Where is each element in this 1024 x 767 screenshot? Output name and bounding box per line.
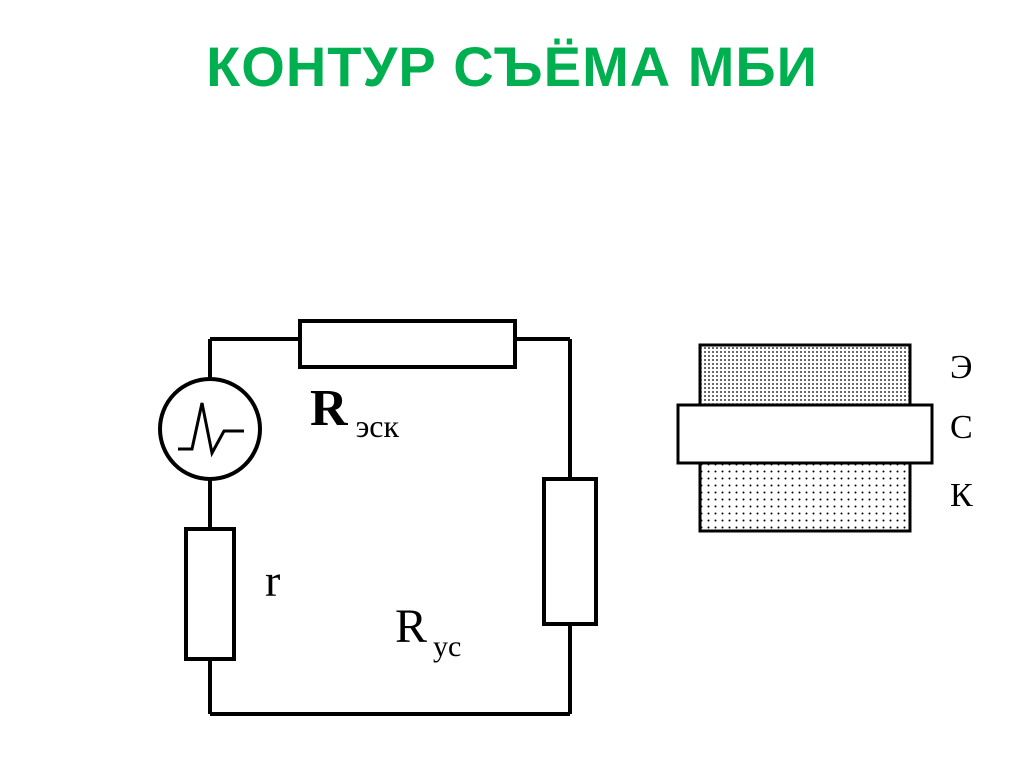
layer-label-mid: С [950,409,973,447]
circuit-svg [0,99,1024,739]
label-R-us-sub: ус [433,630,461,663]
diagram-canvas: R эск R ус r Э С К [0,99,1024,739]
page-title: КОНТУР СЪЁМА МБИ [0,0,1024,99]
label-R-us: R ус [395,599,461,654]
layer-label-bot: К [950,477,973,515]
label-r: r [265,554,280,607]
label-R-esk-main: R [310,380,348,437]
label-R-us-main: R [395,600,427,653]
label-R-esk-sub: эск [356,408,399,444]
layer-label-top: Э [950,349,972,387]
label-R-esk: R эск [310,379,399,438]
